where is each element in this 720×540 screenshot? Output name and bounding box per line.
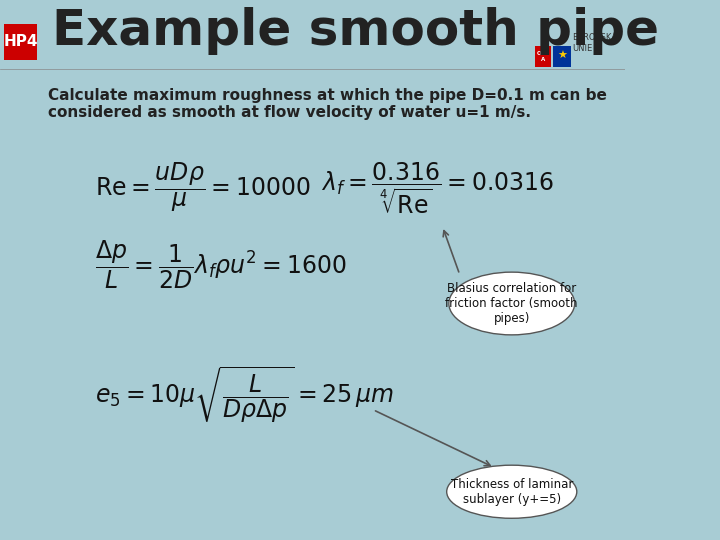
- Text: OPP
A: OPP A: [536, 51, 549, 62]
- Text: $\mathrm{Re} = \dfrac{u D \rho}{\mu} = 10000$: $\mathrm{Re} = \dfrac{u D \rho}{\mu} = 1…: [96, 161, 311, 214]
- FancyBboxPatch shape: [535, 46, 551, 67]
- Text: Example smooth pipe: Example smooth pipe: [52, 8, 659, 56]
- Text: HP4: HP4: [4, 35, 38, 49]
- Text: $\lambda_f = \dfrac{0.316}{\sqrt[4]{\mathrm{Re}}} = 0.0316$: $\lambda_f = \dfrac{0.316}{\sqrt[4]{\mat…: [321, 160, 554, 215]
- FancyBboxPatch shape: [554, 46, 571, 67]
- Text: considered as smooth at flow velocity of water u=1 m/s.: considered as smooth at flow velocity of…: [48, 105, 531, 120]
- Text: EVROPSKÁ
UNIE: EVROPSKÁ UNIE: [572, 33, 618, 52]
- Ellipse shape: [446, 465, 577, 518]
- Ellipse shape: [449, 272, 575, 335]
- Text: $\dfrac{\Delta p}{L} = \dfrac{1}{2D} \lambda_f \rho u^2 = 1600$: $\dfrac{\Delta p}{L} = \dfrac{1}{2D} \la…: [96, 239, 347, 291]
- Text: Calculate maximum roughness at which the pipe D=0.1 m can be: Calculate maximum roughness at which the…: [48, 88, 606, 103]
- Text: ★: ★: [557, 51, 567, 62]
- Text: $e_5 = 10\mu \sqrt{\dfrac{L}{D \rho \Delta p}} = 25\,\mu m$: $e_5 = 10\mu \sqrt{\dfrac{L}{D \rho \Del…: [96, 364, 395, 426]
- Text: Blasius correlation for
friction factor (smooth
pipes): Blasius correlation for friction factor …: [446, 282, 578, 325]
- FancyBboxPatch shape: [4, 24, 37, 60]
- Text: Thickness of laminar
sublayer (y+=5): Thickness of laminar sublayer (y+=5): [451, 478, 573, 506]
